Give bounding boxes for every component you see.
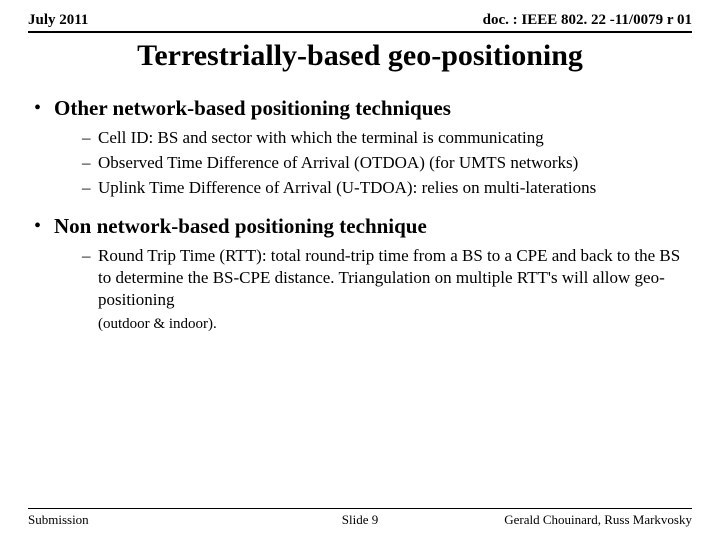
bullet-item: • Non network-based positioning techniqu…: [32, 213, 688, 239]
sub-list: – Round Trip Time (RTT): total round-tri…: [82, 245, 688, 334]
footer-slide-number: Slide 9: [342, 512, 378, 528]
bullet-marker: •: [32, 213, 54, 239]
slide-header: July 2011 doc. : IEEE 802. 22 -11/0079 r…: [28, 12, 692, 33]
footer-left: Submission: [28, 512, 89, 528]
dash-marker: –: [82, 152, 98, 174]
sub-item: – Uplink Time Difference of Arrival (U-T…: [82, 177, 688, 199]
dash-marker: –: [82, 245, 98, 311]
sub-text: Round Trip Time (RTT): total round-trip …: [98, 245, 688, 311]
sub-list: – Cell ID: BS and sector with which the …: [82, 127, 688, 199]
bullet-item: • Other network-based positioning techni…: [32, 95, 688, 121]
dash-marker: –: [82, 177, 98, 199]
bullet-heading: Non network-based positioning technique: [54, 213, 427, 239]
header-date: July 2011: [28, 12, 88, 29]
sub-item: – Round Trip Time (RTT): total round-tri…: [82, 245, 688, 311]
sub-note: (outdoor & indoor).: [98, 314, 688, 334]
dash-marker: –: [82, 127, 98, 149]
footer-authors: Gerald Chouinard, Russ Markvosky: [504, 512, 692, 528]
bullet-marker: •: [32, 95, 54, 121]
slide-footer: Submission Slide 9 Gerald Chouinard, Rus…: [28, 508, 692, 528]
sub-item: – Cell ID: BS and sector with which the …: [82, 127, 688, 149]
sub-text: Uplink Time Difference of Arrival (U-TDO…: [98, 177, 596, 199]
slide-title: Terrestrially-based geo-positioning: [28, 39, 692, 73]
sub-text: Observed Time Difference of Arrival (OTD…: [98, 152, 578, 174]
bullet-heading: Other network-based positioning techniqu…: [54, 95, 451, 121]
header-doc-id: doc. : IEEE 802. 22 -11/0079 r 01: [483, 12, 692, 29]
slide-content: • Other network-based positioning techni…: [28, 95, 692, 334]
sub-item: – Observed Time Difference of Arrival (O…: [82, 152, 688, 174]
sub-text: Cell ID: BS and sector with which the te…: [98, 127, 544, 149]
